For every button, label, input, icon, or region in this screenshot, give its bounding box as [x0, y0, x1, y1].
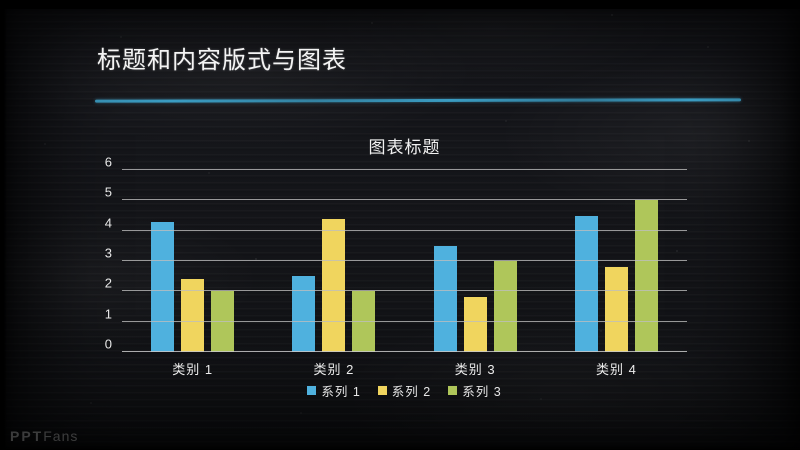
y-tick-label: 4 — [104, 215, 112, 231]
gridline-3 — [122, 260, 687, 261]
watermark-bold: PPT — [10, 428, 44, 444]
bar-series2-cat2 — [322, 218, 346, 352]
x-category-label-2: 类别 2 — [313, 362, 355, 377]
bar-series1-cat4 — [574, 215, 598, 352]
watermark-regular: Fans — [43, 428, 79, 444]
bar-series1-cat3 — [433, 245, 457, 352]
legend-label: 系列 2 — [391, 385, 432, 399]
x-category-label-3: 类别 3 — [454, 362, 496, 377]
legend-label: 系列 3 — [462, 385, 502, 399]
y-tick-label: 6 — [104, 154, 112, 170]
bar-series3-cat4 — [634, 200, 658, 352]
bar-series2-cat4 — [604, 267, 628, 352]
chart-title: 图表标题 — [368, 138, 441, 157]
legend-swatch-icon — [377, 386, 387, 395]
bar-groups — [122, 170, 687, 352]
legend-swatch-icon — [307, 386, 317, 395]
bar-group-3 — [405, 170, 546, 352]
bottom-black-edge — [0, 445, 800, 450]
bar-series1-cat1 — [151, 221, 175, 352]
bar-group-4 — [546, 170, 687, 352]
legend-label: 系列 1 — [321, 385, 361, 399]
y-tick-label: 5 — [104, 184, 112, 200]
gridline-5 — [122, 199, 687, 201]
gridline-4 — [122, 229, 687, 231]
watermark: PPTFans — [10, 428, 78, 444]
x-category-label-4: 类别 4 — [595, 362, 637, 377]
y-tick-label: 3 — [104, 245, 112, 261]
x-category-label-1: 类别 1 — [172, 362, 214, 377]
bar-group-1 — [122, 170, 263, 352]
bar-series2-cat1 — [181, 279, 205, 352]
y-tick-label: 0 — [104, 336, 112, 352]
chart-plot — [122, 169, 687, 352]
bar-series2-cat3 — [463, 297, 487, 352]
left-black-edge — [0, 0, 7, 450]
y-axis-labels: 0 1 2 3 4 5 6 — [88, 155, 112, 352]
y-tick-label: 2 — [104, 275, 112, 291]
top-black-edge — [0, 0, 800, 9]
x-axis-labels: 类别 1 类别 2 类别 3 类别 4 — [122, 359, 687, 378]
gridline-2 — [122, 290, 687, 292]
bar-series3-cat2 — [352, 291, 376, 352]
gridline-0 — [122, 351, 687, 352]
chart-legend: 系列 1 系列 2 系列 3 — [122, 381, 687, 400]
slide-title: 标题和内容版式与图表 — [97, 47, 347, 74]
gridline-1 — [122, 320, 687, 322]
bar-series1-cat2 — [292, 276, 316, 352]
legend-item-3: 系列 3 — [448, 381, 501, 400]
legend-item-1: 系列 1 — [307, 381, 360, 400]
bar-series3-cat1 — [211, 291, 235, 352]
legend-swatch-icon — [448, 386, 458, 395]
legend-item-2: 系列 2 — [377, 381, 432, 400]
bar-group-2 — [263, 170, 404, 352]
gridline-6 — [122, 169, 687, 170]
y-tick-label: 1 — [104, 306, 112, 322]
bar-series3-cat3 — [493, 261, 517, 352]
